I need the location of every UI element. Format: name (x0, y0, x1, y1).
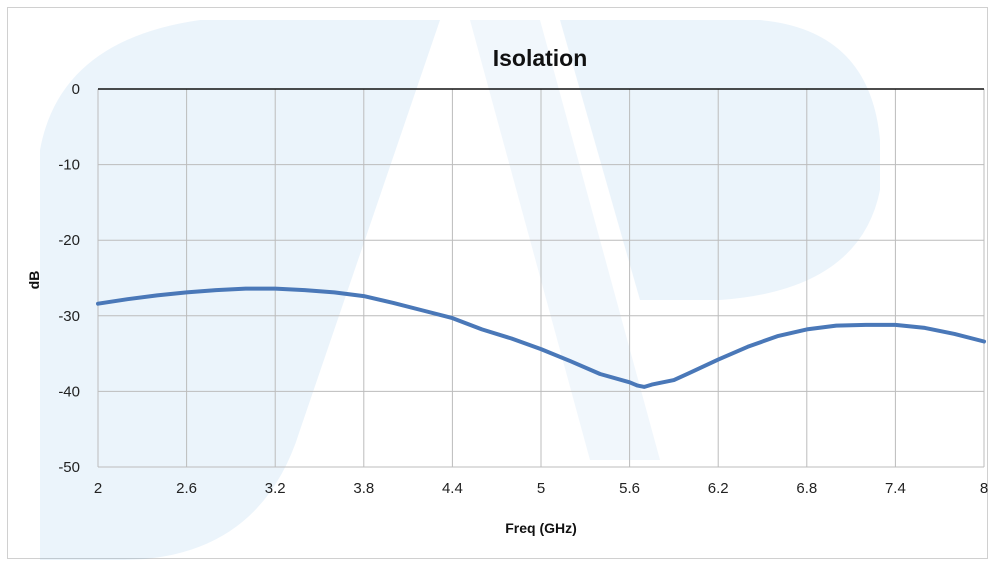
chart-title: Isolation (493, 45, 588, 71)
x-tick-label: 5.6 (619, 480, 640, 497)
x-tick-label: 2.6 (176, 480, 197, 497)
series-group (96, 286, 986, 389)
y-tick-label: -10 (58, 157, 80, 174)
watermark-logo (40, 20, 880, 560)
y-tick-label: -20 (58, 232, 80, 249)
x-tick-label: 3.2 (265, 480, 286, 497)
x-tick-label: 4.4 (442, 480, 463, 497)
y-tick-label: -50 (58, 459, 80, 476)
x-tick-label: 5 (537, 480, 545, 497)
grid-lines (97, 89, 985, 468)
x-axis-label: Freq (GHz) (505, 520, 577, 536)
x-tick-label: 6.2 (708, 480, 729, 497)
y-tick-label: -40 (58, 383, 80, 400)
y-axis-label: dB (26, 271, 42, 290)
x-tick-label: 3.8 (353, 480, 374, 497)
y-tick-label: 0 (72, 81, 80, 98)
axis-ticks: 2 2.6 3.2 3.8 4.4 5 5.6 6.2 6.8 7.4 8 0 -10 -20 -30 -40… (58, 81, 988, 497)
x-tick-label: 6.8 (796, 480, 817, 497)
y-tick-label: -30 (58, 308, 80, 325)
series-line-0 (96, 286, 986, 389)
x-tick-label: 2 (94, 480, 102, 497)
x-tick-label: 8 (980, 480, 988, 497)
x-tick-label: 7.4 (885, 480, 906, 497)
